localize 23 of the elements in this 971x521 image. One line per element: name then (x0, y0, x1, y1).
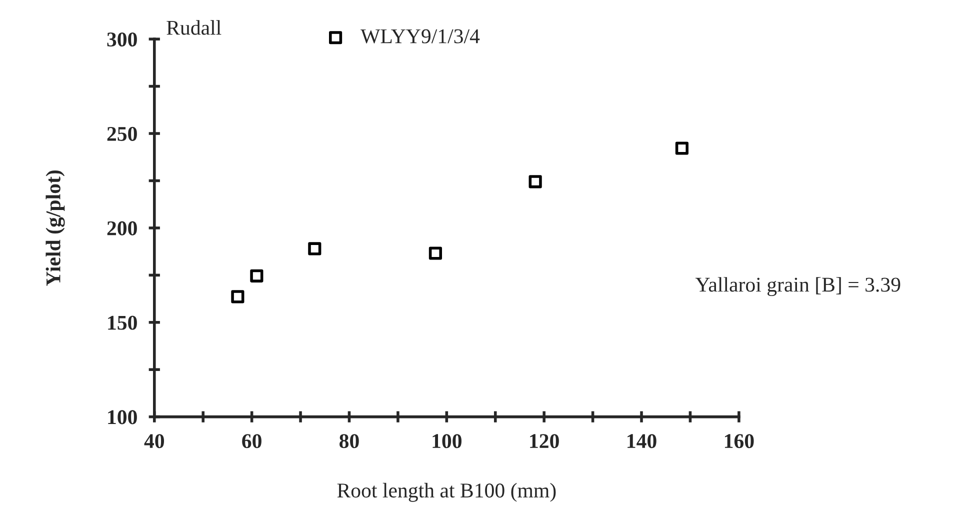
x-tick-label: 120 (530, 434, 559, 448)
x-tick-label: 160 (724, 434, 754, 448)
point (528, 175, 542, 188)
x-axis-title: Root length at B100 (mm) (337, 482, 556, 502)
legend-label: WLYY9/1/3/4 (360, 29, 480, 44)
chart-title: Rudall (166, 20, 222, 35)
point (428, 246, 442, 260)
y-tick-label: 100 (108, 410, 137, 424)
x-tick-label: 80 (340, 434, 359, 448)
x-tick-label: 100 (432, 434, 462, 448)
y-tick-label: 150 (108, 316, 137, 330)
annotation: Yallaroi grain [B] = 3.39 (695, 277, 900, 296)
y-tick-label: 200 (107, 221, 137, 236)
point (308, 242, 322, 256)
y-axis-title: Yield (g/plot) (46, 170, 65, 286)
y-tick-label: 300 (107, 32, 137, 47)
point (231, 290, 244, 304)
x-tick-label: 60 (242, 434, 262, 448)
x-tick-label: 140 (628, 434, 656, 448)
point (675, 142, 688, 155)
x-tick-label: 40 (144, 434, 164, 448)
y-tick-label: 250 (107, 126, 137, 141)
point (250, 269, 264, 282)
